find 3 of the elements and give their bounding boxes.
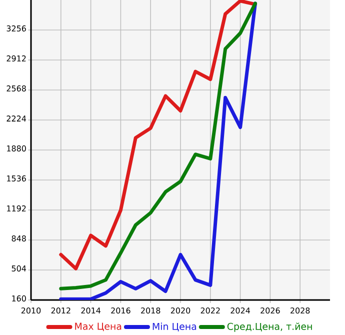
legend-label: Max Цена [75, 322, 122, 332]
legend-label: Сред.Цена, т.йен [227, 322, 312, 332]
legend-label: Min Цена [152, 322, 196, 332]
